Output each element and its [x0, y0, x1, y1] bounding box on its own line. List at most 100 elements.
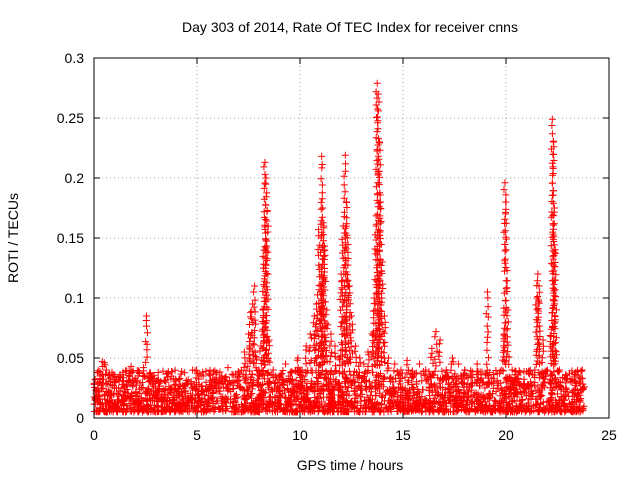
spike-points [293, 356, 302, 372]
data-point [321, 246, 329, 254]
spike-points [364, 351, 373, 370]
tick-labels: 0 5 10 15 20 25 0 0.05 0.1 0.15 0.2 0.25 0.3 [57, 50, 617, 443]
data-point [298, 366, 306, 374]
data-point [397, 366, 405, 374]
data-point [490, 378, 498, 386]
spike-points [551, 259, 560, 365]
spike-points [355, 358, 364, 370]
data-point [479, 378, 487, 386]
data-point [352, 342, 360, 350]
data-point [158, 388, 166, 396]
spike-points [336, 356, 344, 369]
data-point [115, 384, 123, 392]
spike-points [305, 334, 315, 367]
data-point [106, 390, 114, 398]
x-tick-label: 15 [395, 427, 411, 443]
y-tick-label: 0.25 [57, 110, 84, 126]
data-point [562, 384, 570, 392]
data-point [119, 371, 127, 379]
x-tick-label: 25 [601, 427, 617, 443]
data-point [218, 372, 226, 380]
spike-points [538, 342, 547, 366]
chart-title: Day 303 of 2014, Rate Of TEC Index for r… [182, 19, 518, 35]
spike-points [240, 354, 249, 371]
data-point [123, 380, 131, 388]
y-tick-label: 0.3 [65, 50, 85, 66]
data-point [139, 364, 147, 372]
data-point [199, 372, 207, 380]
data-point [473, 360, 481, 368]
spike-points [331, 349, 339, 370]
data-point [343, 234, 351, 242]
y-axis-label: ROTI / TECUs [5, 193, 21, 283]
data-point [551, 250, 559, 258]
data-point [461, 366, 469, 374]
spike-points [302, 346, 310, 368]
plot-frame [93, 57, 610, 419]
data-point [442, 366, 450, 374]
data-point [502, 198, 510, 206]
data-point [255, 366, 263, 374]
data-point [508, 366, 516, 374]
data-point [282, 360, 290, 368]
data-point [245, 330, 252, 338]
data-point [323, 306, 331, 314]
data-point [319, 204, 327, 212]
data-point [376, 198, 384, 206]
data-points [90, 79, 586, 405]
spike-points [501, 205, 511, 368]
data-point [263, 208, 271, 216]
data-point [380, 312, 388, 320]
spike-points [262, 217, 272, 365]
data-point [360, 360, 368, 368]
data-point [378, 258, 386, 266]
x-tick-label: 5 [193, 427, 201, 443]
spike-points [435, 340, 444, 366]
spike-points [322, 311, 332, 365]
data-point [318, 152, 326, 160]
data-point [275, 372, 283, 380]
data-point [172, 394, 180, 402]
data-point [578, 366, 586, 374]
data-point [534, 270, 542, 278]
data-point [240, 348, 248, 356]
data-point [102, 366, 110, 374]
data-point [574, 372, 582, 380]
data-point [345, 282, 353, 290]
spike-points [264, 342, 274, 366]
data-point [498, 366, 506, 374]
data-point [152, 392, 160, 400]
data-point [415, 360, 423, 368]
data-point [331, 342, 339, 350]
data-point [539, 336, 547, 344]
data-point [548, 115, 556, 123]
spike-points [252, 356, 260, 372]
spike-points [375, 204, 385, 369]
data-point [504, 306, 512, 314]
data-point [135, 385, 143, 393]
data-point [448, 354, 456, 362]
data-point [185, 397, 193, 405]
spike-points [101, 361, 109, 369]
data-point [224, 364, 232, 372]
data-point [94, 392, 102, 400]
data-point [111, 376, 119, 384]
data-point [320, 222, 328, 230]
spike-points [380, 318, 389, 366]
data-point [288, 378, 296, 386]
data-point [568, 378, 576, 386]
y-tick-label: 0.1 [65, 290, 85, 306]
data-point [455, 360, 463, 368]
data-point [521, 384, 529, 392]
spike-points [482, 294, 492, 368]
data-point [385, 354, 393, 362]
data-point [195, 380, 203, 388]
data-point [543, 366, 551, 374]
data-point [494, 384, 502, 392]
spike-points [346, 320, 356, 366]
spike-points [142, 317, 151, 366]
y-tick-label: 0.2 [65, 170, 85, 186]
x-tick-label: 10 [292, 427, 308, 443]
data-point [127, 362, 135, 370]
